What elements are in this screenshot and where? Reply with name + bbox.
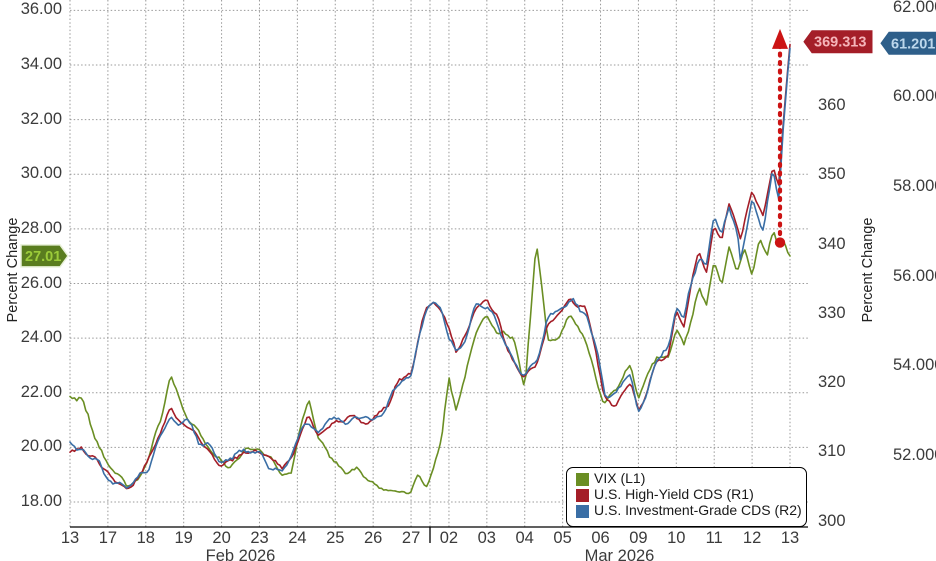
svg-text:27.01: 27.01 [25, 249, 61, 265]
svg-text:369.313: 369.313 [814, 35, 866, 51]
svg-text:61.201: 61.201 [891, 36, 935, 52]
